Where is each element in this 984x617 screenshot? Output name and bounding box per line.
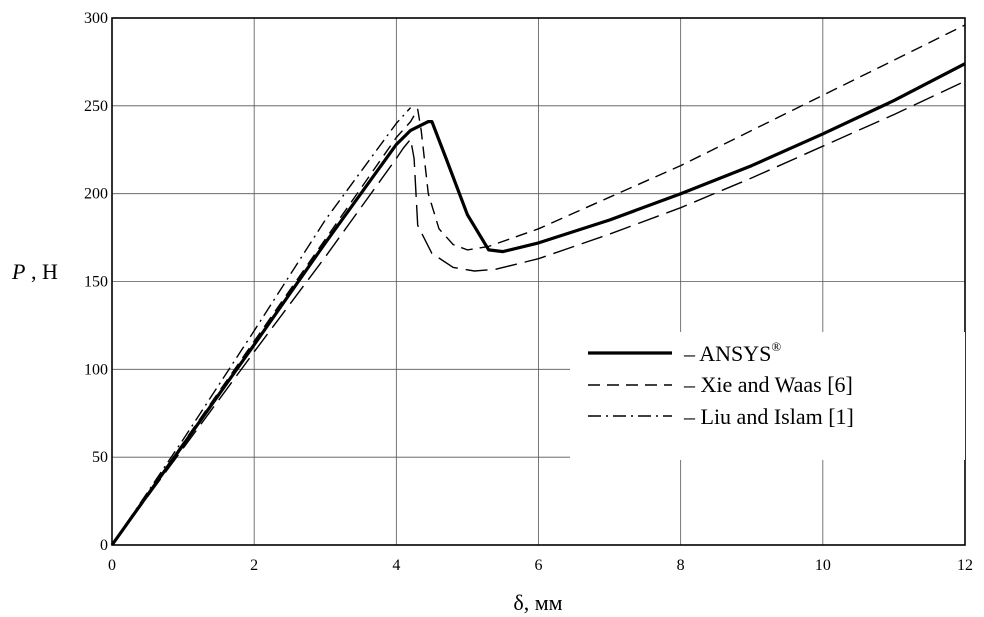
x-axis-label: δ, мм [513, 590, 562, 615]
x-tick-labels: 0 2 4 6 8 10 12 [108, 557, 973, 574]
x-tick-label: 6 [535, 557, 543, 574]
x-tick-label: 0 [108, 557, 116, 574]
y-tick-label: 0 [100, 537, 108, 554]
series-line-dashdot [111, 107, 412, 546]
y-tick-label: 300 [84, 10, 108, 27]
legend-label-xie-waas: – Xie and Waas [6] [683, 372, 853, 397]
grid-lines [112, 18, 965, 545]
y-tick-label: 250 [84, 98, 108, 115]
y-tick-label: 50 [92, 449, 108, 466]
x-tick-label: 8 [677, 557, 685, 574]
series-layer [110, 24, 966, 546]
x-tick-label: 2 [250, 557, 258, 574]
legend-label-ansys: – ANSYS® [683, 339, 781, 366]
y-tick-label: 100 [84, 361, 108, 378]
x-tick-label: 12 [957, 557, 973, 574]
legend: – ANSYS® – Xie and Waas [6] – Liu and Is… [570, 332, 965, 460]
y-tick-label: 200 [84, 186, 108, 203]
x-tick-label: 10 [815, 557, 831, 574]
y-tick-labels: 0 50 100 150 200 250 300 [84, 10, 108, 554]
series-line-liu-islam [111, 80, 966, 546]
y-axis-label: P , Н [11, 259, 58, 284]
series-line-ansys [110, 62, 966, 546]
y-axis-label-unit: , Н [25, 259, 58, 284]
x-tick-label: 4 [392, 557, 400, 574]
y-tick-label: 150 [84, 274, 108, 291]
y-axis-label-symbol: P [11, 259, 25, 284]
legend-label-liu-islam: – Liu and Islam [1] [683, 404, 854, 429]
plot-frame [111, 17, 966, 546]
